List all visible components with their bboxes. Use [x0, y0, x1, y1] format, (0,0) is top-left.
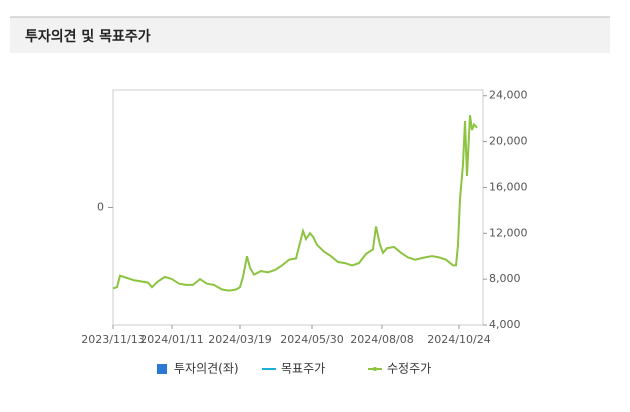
legend-label: 투자의견(좌) [174, 362, 239, 376]
x-tick-label: 2024/01/11 [140, 333, 203, 346]
x-tick-label: 2024/05/30 [280, 333, 343, 346]
price-line [112, 115, 478, 292]
x-tick-label: 2024/08/08 [350, 333, 413, 346]
y2-tick-label: 12,000 [489, 226, 528, 239]
y2-tick-label: 20,000 [489, 135, 528, 148]
legend-marker [373, 367, 377, 371]
y2-tick-label: 24,000 [489, 89, 528, 102]
y2-tick-label: 16,000 [489, 180, 528, 193]
legend-label: 수정주가 [387, 362, 431, 376]
legend-swatch [157, 364, 167, 374]
y2-tick-label: 4,000 [489, 318, 521, 331]
y-tick-label: 0 [97, 201, 104, 214]
legend-label: 목표주가 [281, 362, 325, 376]
header-bar [10, 17, 610, 53]
header-title: 투자의견 및 목표주가 [25, 28, 151, 45]
plot-frame [112, 89, 484, 326]
x-tick-label: 2023/11/13 [81, 333, 144, 346]
y2-tick-label: 8,000 [489, 272, 521, 285]
x-tick-label: 2024/03/19 [208, 333, 271, 346]
x-tick-label: 2024/10/24 [427, 333, 490, 346]
